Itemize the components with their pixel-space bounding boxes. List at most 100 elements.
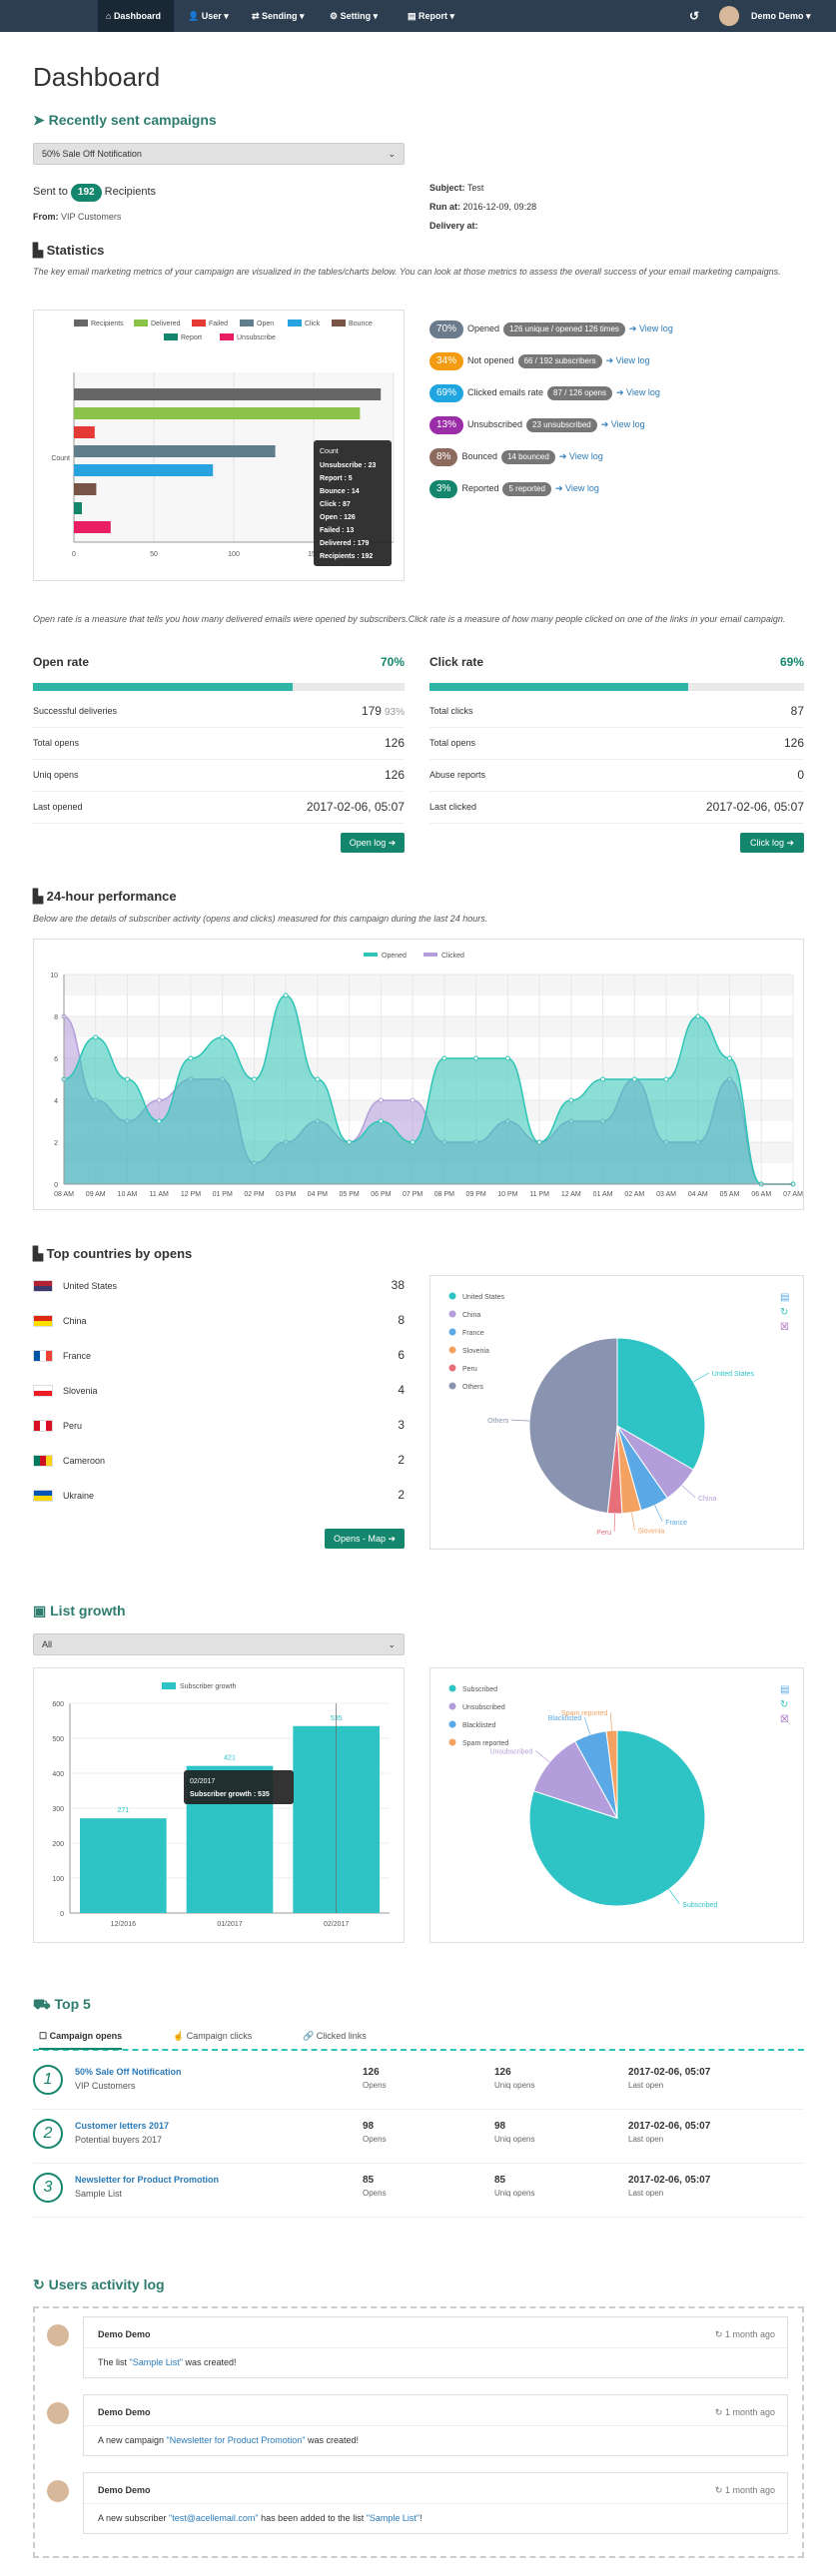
metric-pct: 8% — [429, 448, 458, 466]
top5-value-label: Opens — [363, 2081, 387, 2090]
click-rate-row: Last clicked 2017-02-06, 05:07 — [429, 799, 804, 819]
metric-label: Reported — [461, 483, 499, 493]
country-name: Ukraine — [63, 1491, 95, 1501]
nav-setting[interactable]: ⚙ Setting ▾ — [330, 11, 379, 21]
activity-message: A new campaign "Newsletter for Product P… — [98, 2435, 359, 2445]
slice-united-states — [616, 1337, 706, 1471]
slice-spam-reported — [605, 1729, 618, 1819]
tooltip-line: Unsubscribe : 23 — [320, 462, 377, 469]
x-tick-label: 02/2017 — [324, 1921, 349, 1928]
top5-campaign-link[interactable]: Customer letters 2017 — [75, 2121, 170, 2131]
metric-row: 13% Unsubscribed 23 unsubscribed ➔ View log — [429, 415, 645, 437]
x-tick-label: 06 AM — [751, 1191, 771, 1198]
tooltip-line: Delivered : 179 — [320, 540, 370, 547]
point-opened — [473, 1055, 479, 1061]
list-select[interactable]: All ⌄ — [33, 1633, 405, 1655]
slice-label: Peru — [596, 1530, 611, 1537]
click-rate-row-label: Last clicked — [429, 802, 477, 812]
metric-row: 34% Not opened 66 / 192 subscribers ➔ View … — [429, 351, 650, 373]
open-rate-row-value: 179 93% — [361, 704, 405, 718]
metric-view-log[interactable]: ➔ View log — [615, 387, 660, 397]
avatar[interactable] — [719, 6, 739, 26]
x-tick-label: 04 AM — [688, 1191, 708, 1198]
country-row: Slovenia 4 — [33, 1383, 405, 1403]
metric-pct: 69% — [429, 384, 464, 402]
open-rate-row-value: 2017-02-06, 05:07 — [306, 800, 405, 814]
nav-user[interactable]: 👤 User ▾ — [188, 11, 229, 21]
country-count: 4 — [398, 1383, 405, 1397]
open-rate-row-label: Last opened — [33, 802, 83, 812]
click-rate-divider — [429, 727, 804, 728]
nav-report[interactable]: ▤ Report ▾ — [408, 11, 455, 21]
country-name: China — [63, 1316, 87, 1326]
top5-campaign-link[interactable]: 50% Sale Off Notification — [75, 2067, 182, 2077]
y-tick-label: 0 — [60, 1911, 64, 1918]
activity-link[interactable]: "Sample List" — [129, 2357, 183, 2367]
country-row: Cameroon 2 — [33, 1453, 405, 1473]
growth-bar-panel: Subscriber growth 0 100 200 300 400 500 600 271 1… — [33, 1667, 405, 1943]
y-tick-label: 200 — [52, 1841, 64, 1848]
stats-bar-chart-panel: Recipients Delivered Failed Open Click Bounce… — [33, 310, 405, 581]
x-tick-label: 05 AM — [720, 1191, 740, 1198]
bar-bounce — [74, 483, 97, 495]
open-rate-row: Successful deliveries 179 93% — [33, 703, 405, 723]
point-opened — [695, 1013, 701, 1019]
activity-link[interactable]: "Newsletter for Product Promotion" — [166, 2435, 306, 2445]
country-count: 2 — [398, 1488, 405, 1502]
stats-bar-chart: Recipients Delivered Failed Open Click Bounce… — [51, 320, 395, 566]
country-count: 38 — [391, 1278, 405, 1292]
y-tick-label: 0 — [54, 1182, 58, 1189]
history-icon[interactable]: ↺ — [689, 9, 700, 23]
metric-view-log[interactable]: ➔ View log — [554, 483, 599, 493]
activity-container — [33, 2306, 804, 2558]
legend-label: Opened — [382, 953, 407, 960]
click-rate-log-button[interactable]: Click log ➔ — [740, 833, 804, 853]
metric-pct: 13% — [429, 416, 464, 434]
country-row: Ukraine 2 — [33, 1488, 405, 1508]
x-tick-label: 02 AM — [624, 1191, 644, 1198]
activity-text: was created! — [305, 2435, 360, 2445]
top5-divider — [33, 2163, 804, 2164]
opens-map-button[interactable]: Opens - Map ➔ — [325, 1529, 405, 1549]
open-rate-log-button[interactable]: Open log ➔ — [341, 833, 405, 853]
open-rate-row-sub: 93% — [384, 707, 405, 718]
metric-view-log[interactable]: ➔ View log — [628, 323, 673, 333]
legend-label: Recipients — [91, 321, 124, 327]
activity-divider — [84, 2347, 787, 2348]
activity-link[interactable]: "Sample List" — [366, 2513, 420, 2523]
y-tick-label: 400 — [52, 1771, 64, 1778]
y-category-label: Count — [51, 455, 70, 462]
toolbox-icon: ▤ — [780, 1684, 789, 1695]
tab-campaign-clicks[interactable]: ☝ Campaign clicks — [173, 2031, 253, 2041]
user-menu[interactable]: Demo Demo ▾ — [751, 11, 811, 21]
top5-campaign-link[interactable]: Newsletter for Product Promotion — [75, 2175, 220, 2185]
tab-campaign-opens[interactable]: ☐ Campaign opens — [39, 2031, 123, 2050]
x-tick-label: 08 AM — [54, 1191, 74, 1198]
perf-chart-panel: Opened Clicked 0 2 4 6 8 10 08 AM 09 AM 10 AM 11 AM… — [33, 939, 804, 1210]
metric-row: 3% Reported 5 reported ➔ View log — [429, 479, 599, 501]
tab-clicked-links[interactable]: 🔗 Clicked links — [303, 2031, 367, 2041]
country-count: 6 — [398, 1348, 405, 1362]
tooltip-line: Recipients : 192 — [320, 553, 373, 560]
campaign-meta: Subject: Test Run at: 2016-12-09, 09:28 … — [429, 183, 537, 231]
activity-user: Demo Demo — [98, 2407, 151, 2417]
metric-view-log[interactable]: ➔ View log — [605, 355, 650, 365]
from-line: From: VIP Customers — [33, 212, 122, 222]
toolbox-icon: ☒ — [780, 1322, 789, 1333]
activity-time: ↻ 1 month ago — [714, 2329, 775, 2339]
activity-title: ↻ Users activity log — [33, 2276, 165, 2292]
nav-dashboard[interactable]: ⌂ Dashboard — [98, 0, 174, 32]
nav-sending[interactable]: ⇄ Sending ▾ — [252, 11, 305, 21]
activity-item: Demo Demo ↻ 1 month ago A new campaign "Ne… — [83, 2394, 788, 2456]
campaign-select[interactable]: 50% Sale Off Notification ⌄ — [33, 143, 405, 165]
legend-label: France — [462, 1330, 484, 1337]
tooltip-bg — [314, 440, 392, 566]
plot-band — [64, 1016, 793, 1037]
top5-value: 85 — [494, 2175, 506, 2186]
metric-view-log[interactable]: ➔ View log — [600, 419, 645, 429]
legend-swatch — [448, 1328, 456, 1336]
legend-swatch — [448, 1364, 456, 1372]
metric-view-log[interactable]: ➔ View log — [558, 451, 603, 461]
activity-link[interactable]: "test@acellemail.com" — [169, 2513, 259, 2523]
x-tick-label: 09 PM — [465, 1191, 485, 1198]
